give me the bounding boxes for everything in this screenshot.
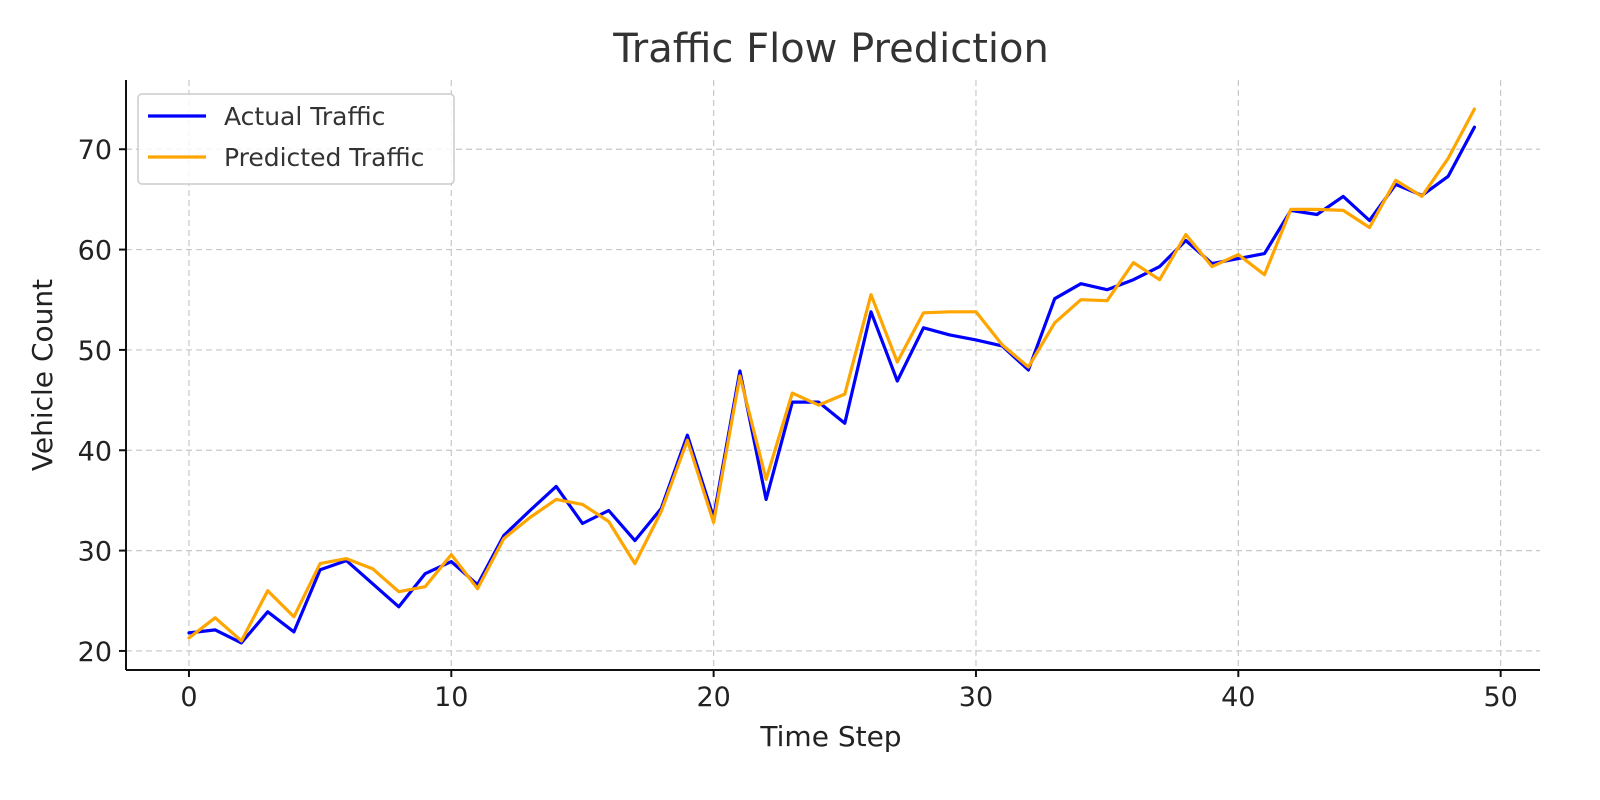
x-axis-label: Time Step — [759, 720, 901, 753]
axis-ticks: 0 10 20 30 40 50 20 30 40 50 60 70 — [78, 135, 1518, 713]
legend: Actual Traffic Predicted Traffic — [137, 93, 455, 185]
y-tick-label: 40 — [78, 436, 112, 467]
x-tick-label: 0 — [180, 682, 197, 713]
series-lines — [187, 107, 1477, 645]
legend-label-predicted: Predicted Traffic — [224, 143, 424, 172]
y-axis-label: Vehicle Count — [26, 279, 59, 471]
y-tick-label: 30 — [78, 537, 112, 568]
predicted-traffic-line — [187, 107, 1477, 643]
y-tick-label: 70 — [78, 135, 112, 166]
y-tick-label: 50 — [78, 336, 112, 367]
x-tick-label: 30 — [959, 682, 993, 713]
y-tick-label: 20 — [78, 637, 112, 668]
x-tick-label: 10 — [434, 682, 468, 713]
axes — [125, 80, 1540, 671]
x-tick-label: 20 — [696, 682, 730, 713]
y-tick-label: 60 — [78, 236, 112, 267]
x-tick-label: 40 — [1221, 682, 1255, 713]
x-tick-label: 50 — [1483, 682, 1517, 713]
legend-label-actual: Actual Traffic — [224, 102, 385, 131]
legend-box — [137, 93, 455, 185]
actual-traffic-line — [187, 125, 1477, 645]
chart-title: Traffic Flow Prediction — [612, 26, 1049, 72]
